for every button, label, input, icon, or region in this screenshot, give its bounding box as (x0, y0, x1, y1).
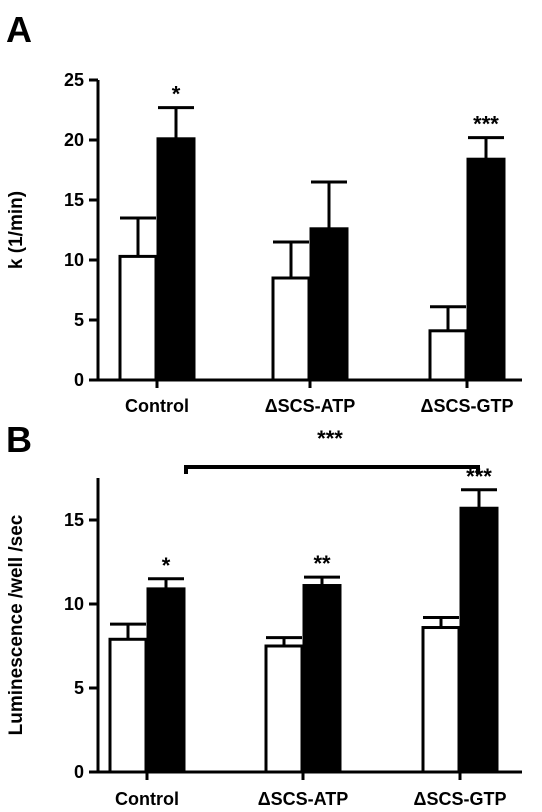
panel-a-chart: A 0 5 10 15 20 25 k (1/min) * Control ΔSCS-ATP ***… (6, 9, 522, 416)
bar (459, 506, 499, 774)
y-tick-label: 5 (74, 678, 84, 698)
bar (118, 254, 158, 382)
bar (309, 227, 349, 382)
y-tick-label: 10 (64, 250, 84, 270)
x-tick-label: ΔSCS-GTP (421, 396, 514, 416)
y-tick-label: 25 (64, 70, 84, 90)
x-tick-label: ΔSCS-ATP (258, 789, 349, 809)
panel-b-chart: B 0 5 10 15 Luminescence /well /sec * Control *… (6, 419, 522, 809)
comparison-bracket (184, 465, 480, 474)
y-axis-title: k (1/min) (6, 191, 27, 269)
bar (146, 587, 186, 774)
significance-label: * (172, 82, 181, 107)
bar (428, 329, 468, 382)
x-tick-label: ΔSCS-ATP (265, 396, 356, 416)
bar (271, 276, 311, 382)
y-axis-title: Luminescence /well /sec (6, 514, 27, 735)
y-tick-label: 5 (74, 310, 84, 330)
y-tick-label: 20 (64, 130, 84, 150)
bar (421, 626, 461, 774)
panel-b-letter: B (6, 419, 32, 460)
y-tick-label: 15 (64, 190, 84, 210)
bar (264, 644, 304, 774)
y-tick-label: 0 (74, 762, 84, 782)
bar (156, 137, 196, 382)
panel-a-letter: A (6, 9, 32, 50)
significance-label: * (162, 553, 171, 578)
y-tick-label: 15 (64, 510, 84, 530)
y-tick-label: 0 (74, 370, 84, 390)
significance-label: *** (473, 112, 499, 137)
bracket-significance-label: *** (317, 426, 343, 451)
x-tick-label: Control (125, 396, 189, 416)
y-tick-label: 10 (64, 594, 84, 614)
significance-label: ** (313, 551, 331, 576)
x-tick-label: Control (115, 789, 179, 809)
x-tick-label: ΔSCS-GTP (414, 789, 507, 809)
bar (466, 157, 506, 382)
bar (108, 637, 148, 774)
bar (302, 584, 342, 774)
